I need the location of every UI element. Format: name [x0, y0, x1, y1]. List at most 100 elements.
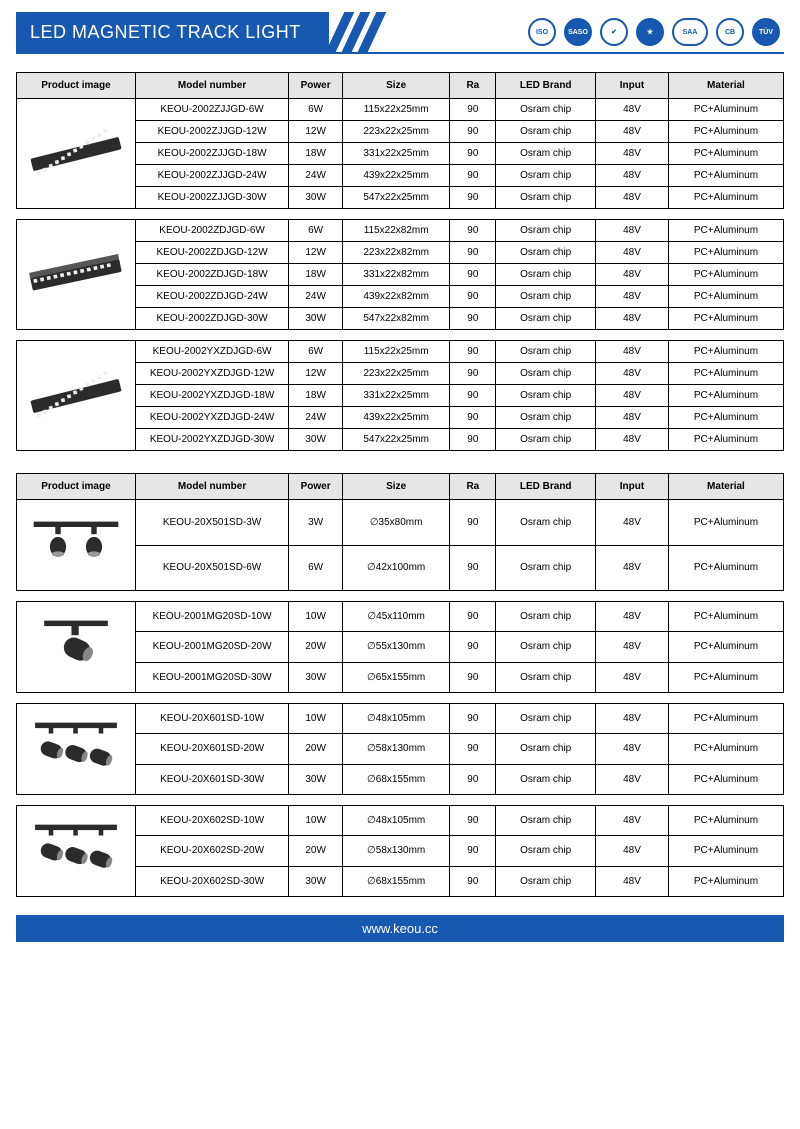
- cell-input: 48V: [596, 220, 669, 242]
- cell-model: KEOU-2001MG20SD-10W: [135, 602, 288, 632]
- cert-badge-icon: SAA: [672, 18, 708, 46]
- cell-power: 30W: [289, 662, 343, 692]
- cell-power: 10W: [289, 704, 343, 734]
- cell-model: KEOU-20X602SD-20W: [135, 836, 288, 866]
- table-row: KEOU-2001MG20SD-10W 10W ∅45x110mm 90 Osr…: [17, 602, 784, 632]
- cell-power: 30W: [289, 187, 343, 209]
- cell-model: KEOU-20X501SD-6W: [135, 545, 288, 591]
- product-image-cell: [17, 220, 136, 330]
- cell-power: 10W: [289, 806, 343, 836]
- cell-model: KEOU-20X602SD-30W: [135, 866, 288, 896]
- cell-brand: Osram chip: [496, 264, 596, 286]
- spec-table: KEOU-20X601SD-10W 10W ∅48x105mm 90 Osram…: [16, 703, 784, 795]
- cell-power: 18W: [289, 264, 343, 286]
- cell-model: KEOU-20X501SD-3W: [135, 500, 288, 546]
- table-row: KEOU-2002ZJJGD-6W 6W 115x22x25mm 90 Osra…: [17, 99, 784, 121]
- cell-model: KEOU-2002ZDJGD-12W: [135, 242, 288, 264]
- cell-input: 48V: [596, 308, 669, 330]
- col-product-image: Product image: [17, 474, 136, 500]
- cell-power: 6W: [289, 545, 343, 591]
- cell-input: 48V: [596, 704, 669, 734]
- cell-brand: Osram chip: [496, 143, 596, 165]
- cell-ra: 90: [450, 121, 496, 143]
- cell-brand: Osram chip: [496, 308, 596, 330]
- spec-table: KEOU-2002ZDJGD-6W 6W 115x22x82mm 90 Osra…: [16, 219, 784, 330]
- cell-model: KEOU-2002YXZDJGD-6W: [135, 341, 288, 363]
- cell-ra: 90: [450, 632, 496, 662]
- cell-power: 6W: [289, 220, 343, 242]
- cell-input: 48V: [596, 662, 669, 692]
- cell-input: 48V: [596, 165, 669, 187]
- product-image-icon: [19, 505, 133, 585]
- certification-badges: ISO SASO ✔ ★ SAA CB TÜV: [383, 12, 784, 52]
- cell-material: PC+Aluminum: [668, 121, 783, 143]
- product-image-icon: [19, 235, 133, 315]
- cell-ra: 90: [450, 220, 496, 242]
- cell-ra: 90: [450, 99, 496, 121]
- cell-size: 331x22x25mm: [342, 143, 449, 165]
- cell-power: 10W: [289, 602, 343, 632]
- cell-size: 223x22x82mm: [342, 242, 449, 264]
- cell-material: PC+Aluminum: [668, 407, 783, 429]
- cell-power: 12W: [289, 242, 343, 264]
- cell-model: KEOU-2002ZJJGD-24W: [135, 165, 288, 187]
- cell-input: 48V: [596, 363, 669, 385]
- cell-model: KEOU-2001MG20SD-30W: [135, 662, 288, 692]
- table-row: KEOU-20X501SD-3W 3W ∅35x80mm 90 Osram ch…: [17, 500, 784, 546]
- cell-model: KEOU-2002ZDJGD-24W: [135, 286, 288, 308]
- table-row: KEOU-2002ZDJGD-6W 6W 115x22x82mm 90 Osra…: [17, 220, 784, 242]
- col-product-image: Product image: [17, 73, 136, 99]
- cell-ra: 90: [450, 143, 496, 165]
- cell-material: PC+Aluminum: [668, 704, 783, 734]
- cell-input: 48V: [596, 286, 669, 308]
- cell-power: 24W: [289, 286, 343, 308]
- cell-input: 48V: [596, 632, 669, 662]
- cell-ra: 90: [450, 165, 496, 187]
- cell-brand: Osram chip: [496, 407, 596, 429]
- cell-size: ∅48x105mm: [342, 806, 449, 836]
- cell-material: PC+Aluminum: [668, 764, 783, 794]
- cell-model: KEOU-2002ZJJGD-12W: [135, 121, 288, 143]
- cell-material: PC+Aluminum: [668, 806, 783, 836]
- cell-input: 48V: [596, 143, 669, 165]
- cell-material: PC+Aluminum: [668, 220, 783, 242]
- product-image-cell: [17, 341, 136, 451]
- cell-ra: 90: [450, 806, 496, 836]
- cell-size: 439x22x25mm: [342, 165, 449, 187]
- cell-brand: Osram chip: [496, 806, 596, 836]
- cert-badge-icon: CB: [716, 18, 744, 46]
- cell-size: ∅58x130mm: [342, 836, 449, 866]
- cell-input: 48V: [596, 545, 669, 591]
- cell-brand: Osram chip: [496, 602, 596, 632]
- spec-table: KEOU-2002YXZDJGD-6W 6W 115x22x25mm 90 Os…: [16, 340, 784, 451]
- cell-ra: 90: [450, 734, 496, 764]
- cell-model: KEOU-2001MG20SD-20W: [135, 632, 288, 662]
- cell-material: PC+Aluminum: [668, 602, 783, 632]
- col-size: Size: [342, 474, 449, 500]
- cell-input: 48V: [596, 187, 669, 209]
- cell-input: 48V: [596, 264, 669, 286]
- cert-badge-icon: ★: [636, 18, 664, 46]
- cell-brand: Osram chip: [496, 662, 596, 692]
- cell-ra: 90: [450, 836, 496, 866]
- cell-ra: 90: [450, 704, 496, 734]
- cell-size: 547x22x82mm: [342, 308, 449, 330]
- cell-size: ∅42x100mm: [342, 545, 449, 591]
- product-image-cell: [17, 704, 136, 795]
- cell-material: PC+Aluminum: [668, 545, 783, 591]
- cell-material: PC+Aluminum: [668, 836, 783, 866]
- cell-material: PC+Aluminum: [668, 385, 783, 407]
- cell-input: 48V: [596, 121, 669, 143]
- cell-power: 20W: [289, 836, 343, 866]
- cell-brand: Osram chip: [496, 545, 596, 591]
- cell-model: KEOU-2002YXZDJGD-12W: [135, 363, 288, 385]
- col-model-number: Model number: [135, 73, 288, 99]
- cell-material: PC+Aluminum: [668, 363, 783, 385]
- cell-input: 48V: [596, 341, 669, 363]
- cell-material: PC+Aluminum: [668, 734, 783, 764]
- cell-input: 48V: [596, 500, 669, 546]
- cell-power: 12W: [289, 363, 343, 385]
- cell-material: PC+Aluminum: [668, 662, 783, 692]
- cell-size: ∅48x105mm: [342, 704, 449, 734]
- cell-ra: 90: [450, 187, 496, 209]
